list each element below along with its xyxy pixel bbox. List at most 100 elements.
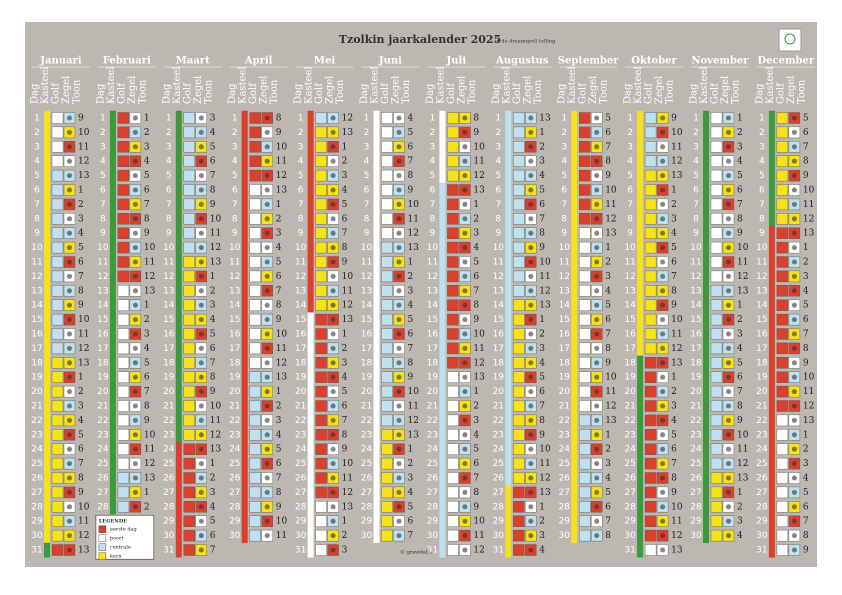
tone: 13 bbox=[144, 474, 156, 484]
column-header: Zegel bbox=[325, 76, 336, 104]
castle-bar bbox=[637, 384, 644, 400]
day-number: 16 bbox=[756, 330, 768, 340]
day-number: 29 bbox=[690, 517, 702, 527]
wavespell-icon bbox=[381, 457, 393, 470]
wavespell-icon bbox=[579, 141, 591, 153]
tone: 13 bbox=[342, 315, 354, 325]
castle-bar bbox=[505, 283, 512, 299]
seal-symbol bbox=[594, 331, 600, 337]
seal-symbol bbox=[726, 417, 731, 423]
seal-symbol bbox=[396, 475, 402, 481]
tone: 6 bbox=[276, 272, 282, 282]
seal-symbol bbox=[264, 417, 270, 423]
castle-bar bbox=[505, 182, 512, 198]
day-number: 27 bbox=[97, 488, 108, 498]
castle-bar bbox=[44, 254, 50, 270]
tone: 7 bbox=[342, 229, 348, 239]
day-number: 15 bbox=[97, 315, 108, 325]
wavespell-icon bbox=[381, 486, 393, 499]
day-number: 2 bbox=[561, 128, 567, 138]
tone: 12 bbox=[342, 488, 353, 498]
tone: 3 bbox=[342, 546, 348, 556]
castle-bar bbox=[703, 211, 709, 227]
castle-bar bbox=[44, 514, 50, 529]
tone: 13 bbox=[78, 546, 90, 556]
tone: 10 bbox=[78, 128, 90, 138]
wavespell-icon bbox=[249, 285, 261, 297]
day-number: 8 bbox=[693, 214, 699, 224]
castle-bar bbox=[439, 514, 446, 529]
seal-symbol bbox=[264, 259, 270, 265]
wavespell-icon bbox=[183, 112, 196, 124]
castle-bar bbox=[109, 283, 116, 299]
day-number: 12 bbox=[97, 272, 108, 282]
day-number: 28 bbox=[361, 502, 373, 512]
day-number: 9 bbox=[34, 229, 40, 239]
seal-symbol bbox=[132, 331, 138, 337]
tone: 5 bbox=[539, 373, 545, 383]
castle-bar bbox=[109, 470, 116, 486]
seal-symbol bbox=[791, 288, 797, 294]
day-number: 23 bbox=[31, 430, 42, 440]
seal-symbol bbox=[791, 547, 797, 553]
seal-symbol bbox=[396, 115, 402, 121]
castle-bar bbox=[439, 427, 446, 443]
tone: 3 bbox=[473, 229, 479, 239]
seal-symbol bbox=[198, 288, 204, 294]
day-number: 29 bbox=[361, 517, 373, 527]
castle-bar bbox=[175, 384, 182, 400]
tone: 5 bbox=[803, 488, 809, 498]
day-number: 12 bbox=[690, 272, 701, 282]
day-number: 13 bbox=[624, 286, 635, 296]
wavespell-icon bbox=[579, 328, 591, 340]
wavespell-icon bbox=[579, 429, 591, 441]
seal-symbol bbox=[198, 201, 204, 207]
seal-symbol bbox=[528, 173, 534, 179]
day-number: 22 bbox=[756, 416, 767, 426]
castle-bar bbox=[307, 269, 314, 284]
seal-symbol bbox=[264, 389, 270, 395]
seal-symbol bbox=[462, 403, 468, 409]
wavespell-icon bbox=[447, 472, 459, 484]
castle-bar bbox=[44, 298, 50, 313]
wavespell-icon bbox=[381, 429, 393, 441]
tone: 12 bbox=[605, 214, 616, 224]
castle-bar bbox=[637, 355, 644, 371]
castle-bar bbox=[307, 370, 314, 385]
castle-bar bbox=[703, 182, 709, 198]
wavespell-icon bbox=[644, 515, 657, 527]
tone: 1 bbox=[144, 488, 150, 498]
wavespell-icon bbox=[513, 313, 525, 326]
column-header: Toon bbox=[533, 79, 544, 104]
seal-symbol bbox=[67, 389, 72, 395]
day-number: 12 bbox=[229, 272, 240, 282]
tone: 2 bbox=[605, 445, 611, 455]
wavespell-icon bbox=[51, 457, 64, 470]
seal-symbol bbox=[67, 317, 72, 323]
tone: 12 bbox=[210, 430, 221, 440]
day-number: 1 bbox=[34, 114, 40, 124]
day-number: 20 bbox=[756, 387, 768, 397]
day-number: 16 bbox=[558, 330, 570, 340]
tone: 5 bbox=[737, 358, 743, 368]
tone: 2 bbox=[473, 214, 479, 224]
seal-symbol bbox=[264, 403, 270, 409]
wavespell-icon bbox=[644, 544, 657, 556]
tone: 1 bbox=[803, 430, 809, 440]
seal-symbol bbox=[660, 518, 666, 524]
seal-symbol bbox=[330, 302, 336, 308]
tone: 12 bbox=[737, 272, 748, 282]
tone: 9 bbox=[78, 488, 84, 498]
castle-bar bbox=[175, 154, 182, 169]
wavespell-icon bbox=[644, 285, 657, 297]
castle-bar bbox=[241, 283, 248, 299]
castle-bar bbox=[571, 125, 578, 140]
castle-bar bbox=[768, 211, 775, 227]
seal-symbol bbox=[528, 158, 534, 164]
seal-symbol bbox=[396, 173, 402, 179]
seal-symbol bbox=[264, 518, 270, 524]
tone: 13 bbox=[473, 373, 485, 383]
month-name: April bbox=[244, 56, 273, 67]
tone: 7 bbox=[276, 286, 282, 296]
wavespell-icon bbox=[51, 544, 64, 556]
